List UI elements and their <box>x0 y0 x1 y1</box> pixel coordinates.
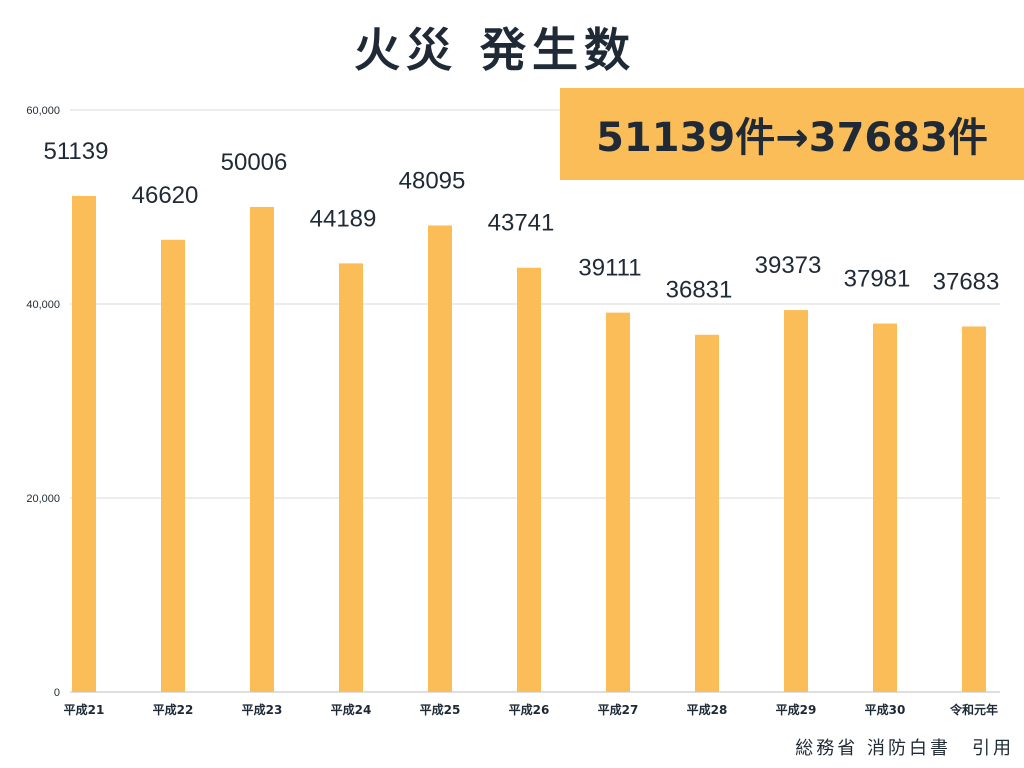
bar <box>339 263 363 692</box>
y-tick-label: 60,000 <box>26 105 60 117</box>
data-label: 43741 <box>488 210 555 237</box>
data-label: 39373 <box>755 252 822 279</box>
bar <box>250 207 274 692</box>
data-label: 51139 <box>44 138 109 165</box>
highlight-text: 51139件→37683件 <box>596 105 988 163</box>
data-label: 46620 <box>132 182 199 209</box>
x-tick-label: 平成22 <box>153 702 194 717</box>
y-tick-label: 40,000 <box>26 299 60 311</box>
bar <box>695 335 719 692</box>
x-tick-label: 平成27 <box>598 702 639 717</box>
x-tick-label: 平成29 <box>776 702 817 717</box>
bar <box>873 324 897 692</box>
data-label: 39111 <box>578 255 641 282</box>
bar <box>428 225 452 692</box>
y-tick-label: 0 <box>54 687 60 699</box>
x-tick-label: 平成30 <box>865 702 906 717</box>
data-label: 44189 <box>310 205 377 232</box>
bar <box>161 240 185 692</box>
x-tick-label: 平成23 <box>242 702 283 717</box>
y-tick-label: 20,000 <box>26 493 60 505</box>
x-tick-label: 平成26 <box>509 702 550 717</box>
data-label: 37683 <box>933 268 1000 295</box>
bar <box>72 196 96 692</box>
x-tick-label: 令和元年 <box>949 702 998 717</box>
bar <box>606 313 630 692</box>
data-label: 37981 <box>844 266 911 293</box>
data-label: 48095 <box>399 167 466 194</box>
data-label: 36831 <box>666 277 733 304</box>
x-tick-label: 平成28 <box>687 702 728 717</box>
x-tick-label: 平成21 <box>64 702 105 717</box>
highlight-box: 51139件→37683件 <box>560 88 1024 180</box>
bar <box>784 310 808 692</box>
data-label: 50006 <box>221 149 288 176</box>
bar <box>962 326 986 692</box>
x-tick-label: 平成25 <box>420 702 461 717</box>
source-note: 総務省 消防白書 引用 <box>795 734 1014 760</box>
x-tick-label: 平成24 <box>331 702 372 717</box>
bar <box>517 268 541 692</box>
